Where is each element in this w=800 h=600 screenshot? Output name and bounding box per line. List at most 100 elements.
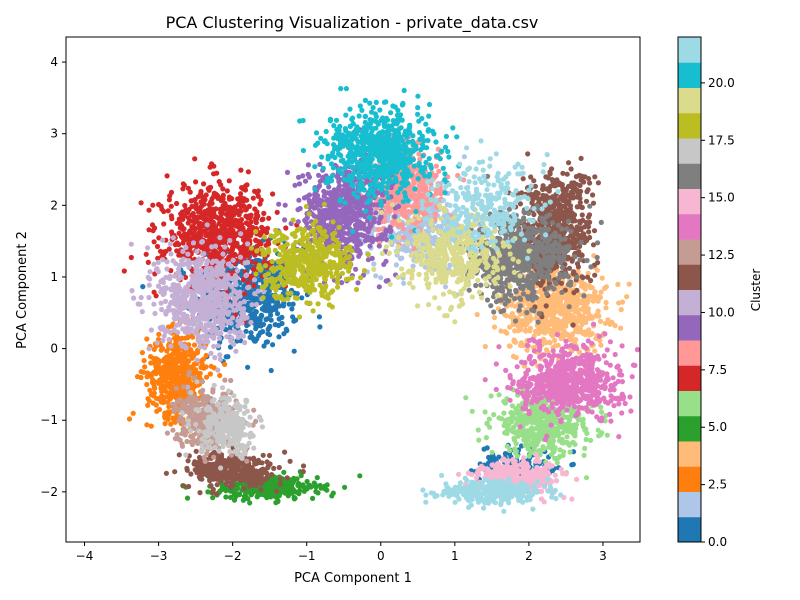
scatter-point: [192, 217, 198, 223]
scatter-point: [346, 204, 352, 210]
scatter-point: [254, 209, 260, 215]
scatter-point: [291, 348, 297, 354]
scatter-point: [210, 210, 216, 216]
scatter-point: [509, 403, 515, 409]
scatter-point: [397, 256, 404, 262]
scatter-point: [237, 191, 244, 197]
scatter-point: [217, 372, 223, 379]
scatter-point: [290, 301, 296, 307]
scatter-point: [156, 331, 162, 337]
scatter-point: [533, 328, 539, 334]
scatter-point: [226, 178, 232, 184]
scatter-point: [405, 209, 411, 215]
scatter-point: [416, 190, 422, 196]
scatter-point: [205, 238, 211, 244]
scatter-point: [365, 228, 371, 235]
scatter-point: [242, 260, 248, 266]
scatter-point: [239, 203, 245, 209]
scatter-point: [604, 432, 610, 438]
scatter-point: [316, 314, 322, 320]
scatter-point: [513, 339, 519, 345]
scatter-point: [592, 348, 598, 354]
scatter-point: [501, 410, 507, 416]
scatter-point: [265, 240, 271, 246]
scatter-point: [511, 424, 517, 430]
scatter-point: [152, 310, 158, 317]
scatter-point: [564, 319, 570, 325]
scatter-point: [193, 206, 199, 212]
scatter-point: [211, 163, 217, 169]
scatter-point: [263, 316, 269, 323]
scatter-point: [199, 213, 205, 219]
scatter-point: [242, 340, 248, 346]
scatter-point: [168, 394, 174, 400]
scatter-point: [282, 202, 288, 208]
scatter-point: [292, 495, 298, 501]
scatter-point: [246, 489, 252, 495]
scatter-point: [535, 424, 541, 430]
scatter-point: [223, 494, 229, 500]
scatter-point: [269, 490, 275, 496]
scatter-point: [596, 433, 602, 439]
scatter-point: [176, 322, 182, 328]
scatter-point: [395, 203, 402, 209]
scatter-point: [371, 219, 377, 225]
scatter-point: [201, 201, 207, 207]
scatter-point: [475, 427, 481, 433]
scatter-point: [612, 323, 618, 329]
scatter-point: [539, 291, 545, 297]
scatter-point: [253, 237, 259, 243]
scatter-point: [519, 319, 526, 325]
scatter-point: [178, 234, 185, 240]
scatter-point: [286, 301, 292, 307]
scatter-point: [515, 328, 521, 334]
scatter-point: [360, 232, 366, 238]
scatter-point: [150, 400, 156, 406]
scatter-point: [371, 202, 377, 208]
scatter-point: [243, 248, 249, 254]
scatter-point: [166, 336, 172, 343]
scatter-point: [237, 208, 243, 214]
scatter-point: [355, 280, 361, 286]
scatter-point: [220, 196, 226, 202]
scatter-point: [130, 410, 136, 416]
scatter-point: [387, 224, 393, 231]
scatter-point: [524, 347, 530, 353]
scatter-point: [177, 364, 183, 370]
scatter-point: [496, 392, 502, 398]
scatter-point: [578, 318, 584, 324]
scatter-point: [171, 417, 177, 423]
scatter-point: [267, 332, 273, 338]
scatter-point: [180, 270, 187, 276]
scatter-point: [531, 443, 537, 449]
scatter-point: [276, 334, 282, 340]
scatter-point: [567, 449, 573, 455]
scatter-point: [433, 163, 439, 169]
scatter-point: [624, 294, 630, 300]
scatter-point: [222, 361, 228, 367]
scatter-point: [550, 415, 556, 421]
scatter-point: [159, 345, 166, 352]
scatter-point: [509, 418, 515, 424]
scatter-point: [548, 329, 554, 335]
scatter-point: [167, 241, 173, 247]
scatter-point: [190, 364, 196, 370]
scatter-point: [325, 196, 331, 202]
scatter-point: [203, 364, 209, 370]
scatter-point: [504, 330, 510, 336]
scatter-point: [543, 347, 550, 353]
scatter-point: [175, 356, 181, 362]
scatter-point: [389, 219, 396, 225]
scatter-point: [305, 162, 311, 168]
scatter-point: [560, 309, 566, 315]
scatter-point: [579, 306, 585, 312]
scatter-point: [138, 369, 144, 375]
scatter-point: [268, 317, 274, 323]
scatter-point: [295, 219, 301, 225]
scatter-point: [128, 254, 134, 261]
scatter-point: [376, 226, 382, 233]
scatter-point: [603, 299, 609, 306]
scatter-point: [250, 195, 256, 201]
scatter-point: [190, 234, 196, 240]
